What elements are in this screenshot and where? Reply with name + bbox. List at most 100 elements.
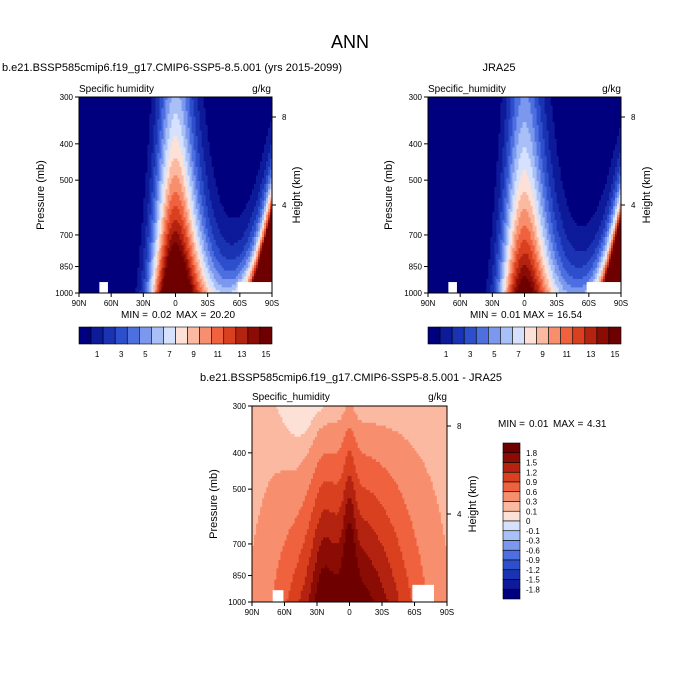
contour-cell [93,172,96,176]
contour-cell [185,153,189,157]
contour-cell [169,169,172,174]
contour-cell [263,237,267,241]
contour-cell [89,200,92,204]
contour-cell [137,125,140,129]
contour-cell [251,116,255,120]
contour-cell [253,111,257,115]
contour-cell [151,211,154,216]
contour-cell [217,108,221,112]
contour-cell [245,237,249,241]
contour-cell [241,102,245,106]
contour-cell [139,231,142,235]
contour-cell [237,153,241,157]
contour-cell [119,223,122,227]
contour-cell [185,97,189,101]
contour-cell [199,192,203,196]
contour-cell [217,111,221,115]
contour-cell [199,164,203,168]
contour-cell [243,144,247,148]
contour-cell [145,192,148,196]
contour-cell [151,161,154,165]
contour-cell [255,158,259,162]
contour-cell [125,181,128,185]
contour-cell [87,195,90,199]
contour-cell [111,178,114,182]
contour-cell [119,195,122,199]
contour-cell [151,237,154,241]
contour-cell [171,119,174,123]
contour-cell [233,155,237,160]
contour-cell [185,214,189,218]
contour-cell [239,237,243,241]
contour-cell [95,211,98,216]
contour-cell [213,197,217,202]
contour-cell [227,234,231,238]
contour-cell [253,153,257,157]
contour-cell [189,150,193,154]
contour-cell [165,161,168,165]
contour-cell [161,237,164,241]
contour-cell [259,211,263,216]
contour-cell [105,183,108,188]
contour-cell [181,183,185,188]
contour-cell [217,234,221,238]
contour-cell [101,161,104,165]
contour-cell [201,147,205,151]
contour-cell [163,186,166,190]
contour-cell [161,214,164,218]
contour-cell [155,141,158,146]
contour-cell [129,133,132,137]
contour-cell [205,178,209,182]
contour-cell [123,234,126,238]
contour-cell [253,102,257,106]
contour-cell [93,108,96,112]
contour-cell [95,136,98,140]
contour-cell [257,220,261,224]
contour-cell [111,141,114,146]
contour-cell [139,183,142,188]
contour-cell [95,231,98,235]
contour-cell [239,175,243,179]
contour-cell [151,164,154,168]
contour-cell [155,169,158,174]
contour-cell [147,195,150,199]
contour-cell [155,175,158,179]
contour-cell [139,189,142,193]
contour-cell [257,147,261,151]
contour-cell [215,234,219,238]
contour-cell [93,144,96,148]
contour-cell [181,225,185,230]
contour-cell [111,189,114,193]
contour-cell [79,181,82,185]
contour-cell [129,195,132,199]
contour-cell [179,186,183,190]
contour-cell [111,102,114,106]
contour-cell [203,231,207,235]
contour-cell [163,214,166,218]
contour-cell [169,197,172,202]
contour-cell [209,105,213,109]
contour-cell [139,111,142,115]
contour-cell [95,155,98,160]
contour-cell [93,136,96,140]
contour-cell [151,239,154,244]
contour-cell [231,225,235,230]
contour-cell [233,231,237,235]
contour-cell [217,200,221,204]
contour-cell [97,225,100,230]
contour-cell [163,102,166,106]
contour-cell [145,144,148,148]
contour-cell [209,119,213,123]
contour-cell [179,223,183,227]
contour-cell [181,99,185,104]
contour-cell [209,133,213,137]
contour-cell [241,161,245,165]
contour-cell [127,239,130,244]
contour-cell [109,189,112,193]
contour-cell [243,169,247,174]
contour-cell [227,139,231,143]
contour-cell [177,111,181,115]
contour-cell [85,228,88,232]
contour-cell [115,209,118,213]
contour-cell [167,158,170,162]
